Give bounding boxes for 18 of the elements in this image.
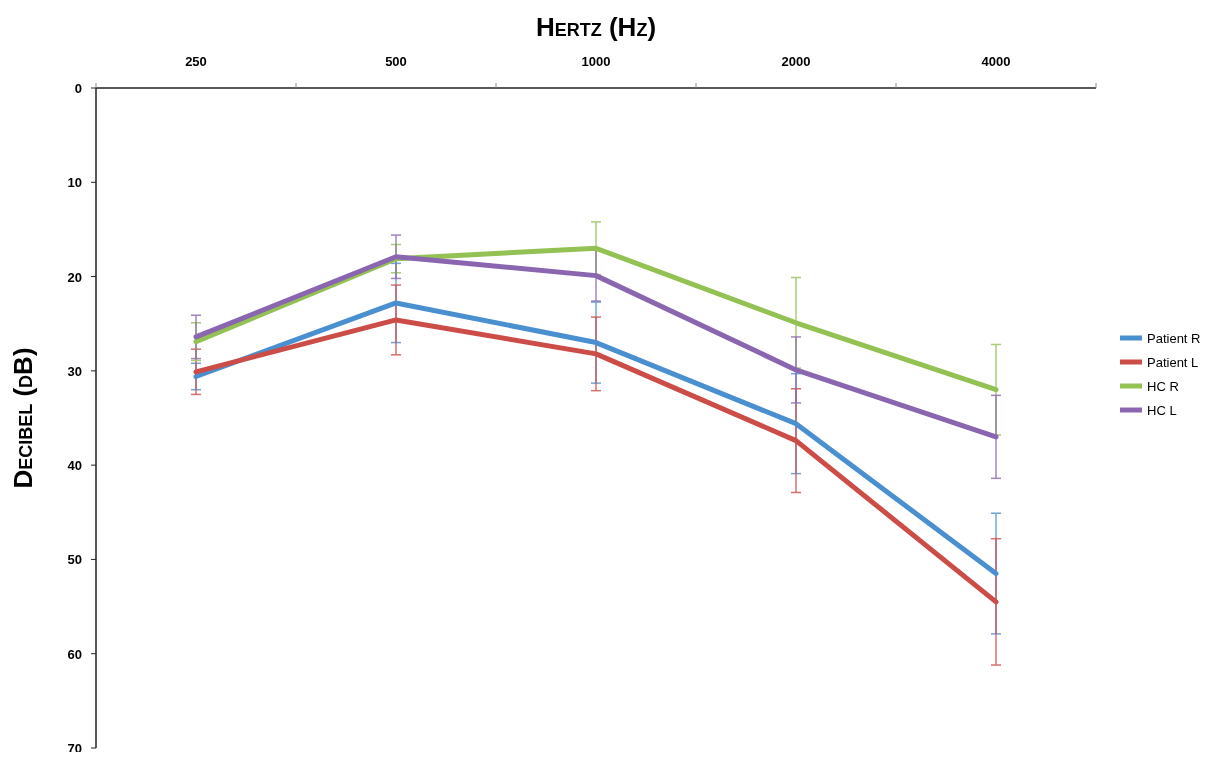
y-tick-label: 50 xyxy=(67,552,82,568)
x-tick-label: 250 xyxy=(185,54,207,69)
y-tick-label: 30 xyxy=(67,363,82,379)
y-tick-label: 20 xyxy=(67,269,82,285)
legend-label: Patient L xyxy=(1147,355,1199,370)
x-tick-label: 2000 xyxy=(781,54,811,69)
legend-label: HC L xyxy=(1147,403,1177,418)
y-tick-label: 60 xyxy=(67,646,82,662)
legend-label: HC R xyxy=(1147,379,1179,394)
y-axis-title: Decibel (dB) xyxy=(8,347,38,489)
y-tick-label: 10 xyxy=(67,175,82,191)
y-tick-label: 40 xyxy=(67,458,82,474)
legend-label: Patient R xyxy=(1147,331,1201,346)
x-tick-label: 500 xyxy=(385,54,407,69)
x-axis-title: Hertz (Hz) xyxy=(535,12,657,42)
x-tick-label: 1000 xyxy=(581,54,611,69)
x-tick-label: 4000 xyxy=(981,54,1011,69)
y-tick-label: 0 xyxy=(74,81,82,96)
